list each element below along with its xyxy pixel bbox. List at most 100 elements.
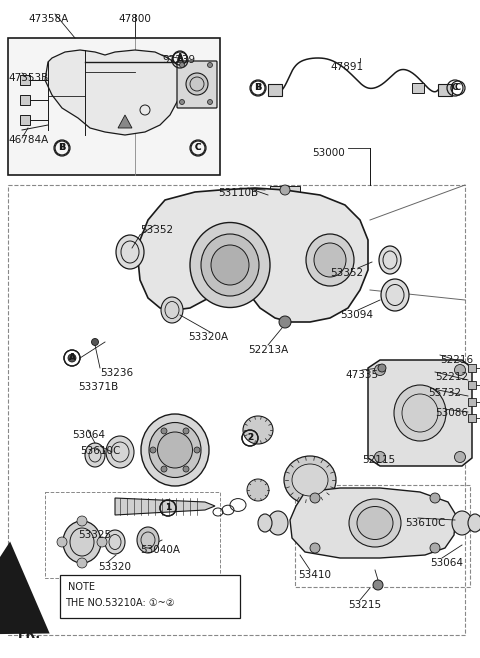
- Circle shape: [57, 537, 67, 547]
- Ellipse shape: [141, 414, 209, 486]
- Text: 53610C: 53610C: [80, 446, 120, 456]
- Circle shape: [455, 365, 466, 376]
- Ellipse shape: [468, 514, 480, 532]
- Circle shape: [374, 451, 385, 463]
- Bar: [295, 485, 470, 587]
- Ellipse shape: [306, 234, 354, 286]
- Circle shape: [280, 185, 290, 195]
- Ellipse shape: [381, 279, 409, 311]
- Circle shape: [373, 580, 383, 590]
- Text: C: C: [195, 143, 201, 153]
- Circle shape: [77, 558, 87, 568]
- Ellipse shape: [63, 521, 101, 563]
- Text: B: B: [59, 143, 65, 153]
- Ellipse shape: [314, 243, 346, 277]
- Text: 97239: 97239: [162, 55, 195, 65]
- Circle shape: [430, 493, 440, 503]
- Text: 53064: 53064: [72, 430, 105, 440]
- Text: 2: 2: [247, 434, 253, 442]
- Ellipse shape: [137, 527, 159, 553]
- Text: 53000: 53000: [312, 148, 345, 158]
- Bar: [468, 398, 476, 406]
- Text: 53320: 53320: [98, 562, 131, 572]
- Ellipse shape: [394, 385, 446, 441]
- Text: 53086: 53086: [435, 408, 468, 418]
- Text: B: B: [59, 143, 65, 153]
- Circle shape: [161, 428, 167, 434]
- Ellipse shape: [247, 479, 269, 501]
- FancyBboxPatch shape: [177, 61, 217, 108]
- Text: 53040A: 53040A: [140, 545, 180, 555]
- Ellipse shape: [357, 507, 393, 540]
- Text: 47358A: 47358A: [28, 14, 68, 24]
- Text: 52216: 52216: [440, 355, 473, 365]
- Circle shape: [310, 543, 320, 553]
- Circle shape: [183, 466, 189, 472]
- Text: A: A: [69, 353, 75, 363]
- Ellipse shape: [116, 235, 144, 269]
- Circle shape: [150, 447, 156, 453]
- Circle shape: [455, 451, 466, 463]
- Bar: [468, 381, 476, 389]
- Polygon shape: [45, 50, 182, 135]
- Ellipse shape: [201, 234, 259, 296]
- Text: 47353B: 47353B: [8, 73, 48, 83]
- Text: 53352: 53352: [330, 268, 363, 278]
- Text: 46784A: 46784A: [8, 135, 48, 145]
- Ellipse shape: [258, 514, 272, 532]
- Text: 52212: 52212: [435, 372, 468, 382]
- Text: A: A: [177, 53, 183, 63]
- Text: 53371B: 53371B: [78, 382, 118, 392]
- Polygon shape: [290, 488, 456, 558]
- Text: 53325: 53325: [78, 530, 111, 540]
- Bar: [60, 575, 240, 618]
- Bar: [468, 364, 476, 372]
- Ellipse shape: [157, 432, 192, 468]
- Text: 53094: 53094: [340, 310, 373, 320]
- Ellipse shape: [149, 422, 201, 478]
- Circle shape: [378, 364, 386, 372]
- Text: FR.: FR.: [18, 628, 41, 641]
- Polygon shape: [368, 360, 472, 466]
- Text: 53320A: 53320A: [188, 332, 228, 342]
- Text: B: B: [255, 84, 261, 93]
- Circle shape: [77, 516, 87, 526]
- Text: 52213A: 52213A: [248, 345, 288, 355]
- Text: C: C: [452, 84, 458, 93]
- Polygon shape: [115, 498, 215, 515]
- Bar: [270, 186, 300, 200]
- Bar: [20, 115, 30, 125]
- Text: A: A: [69, 353, 75, 363]
- Ellipse shape: [243, 416, 273, 444]
- Text: A: A: [177, 55, 183, 64]
- Bar: [8, 38, 220, 175]
- Text: 2: 2: [247, 434, 253, 442]
- Bar: [268, 84, 282, 96]
- Text: NOTE: NOTE: [68, 582, 95, 592]
- Circle shape: [310, 493, 320, 503]
- Text: 55732: 55732: [428, 388, 461, 398]
- Text: C: C: [195, 143, 201, 153]
- Ellipse shape: [190, 222, 270, 307]
- Ellipse shape: [268, 511, 288, 535]
- Text: B: B: [254, 84, 262, 93]
- Circle shape: [183, 428, 189, 434]
- Ellipse shape: [349, 499, 401, 547]
- Text: 47891: 47891: [330, 62, 363, 72]
- Text: 53352: 53352: [140, 225, 173, 235]
- Circle shape: [68, 354, 76, 362]
- Text: 47335: 47335: [345, 370, 378, 380]
- Ellipse shape: [106, 436, 134, 468]
- Circle shape: [207, 63, 213, 68]
- Bar: [8, 185, 465, 635]
- Circle shape: [161, 466, 167, 472]
- Ellipse shape: [452, 511, 472, 535]
- Circle shape: [207, 99, 213, 105]
- Text: 53410: 53410: [298, 570, 331, 580]
- Circle shape: [374, 365, 385, 376]
- Text: 53215: 53215: [348, 600, 381, 610]
- Ellipse shape: [379, 246, 401, 274]
- Bar: [20, 75, 30, 85]
- Ellipse shape: [161, 297, 183, 323]
- Circle shape: [194, 447, 200, 453]
